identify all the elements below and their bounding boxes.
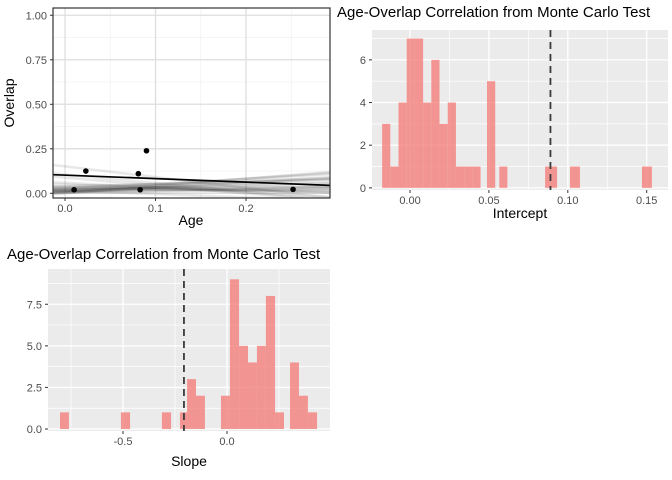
monte-carlo-line [53, 188, 298, 198]
intercept-plot-title: Age-Overlap Correlation from Monte Carlo… [337, 4, 651, 21]
monte-carlo-line [53, 177, 330, 192]
y-tick-label: 5.0 [27, 341, 42, 353]
monte-carlo-line [53, 182, 330, 194]
histogram-bar [414, 38, 424, 188]
monte-carlo-line [53, 170, 330, 196]
histogram-bar [439, 123, 448, 188]
scatter-point [135, 170, 142, 177]
y-tick-label: 6 [360, 55, 366, 67]
slope-histogram-svg: -0.5 0.0 0.0 2.5 5.0 7.5 Age-Overlap Correlat… [7, 246, 330, 469]
scatter-y-axis-title: Overlap [1, 78, 17, 127]
monte-carlo-line [53, 178, 330, 188]
histogram-bar [59, 412, 69, 430]
histogram-bar [275, 412, 284, 430]
histogram-bar [447, 102, 456, 188]
histogram-bar [499, 166, 508, 188]
histogram-bar [570, 166, 580, 188]
x-tick-label: 0.2 [238, 203, 253, 215]
y-tick-label: 1.00 [26, 10, 47, 22]
y-tick-label: 4 [360, 98, 366, 110]
x-tick-label: 0.0 [57, 203, 72, 215]
histogram-bar [431, 59, 440, 188]
monte-carlo-line [53, 185, 330, 194]
slope-x-axis-title: Slope [171, 453, 207, 469]
x-tick-label: 0.00 [399, 195, 420, 207]
y-tick-label: 0.0 [27, 424, 42, 436]
x-tick-label: 0.0 [219, 436, 234, 448]
histogram-bar [187, 379, 197, 430]
histogram-bar [298, 395, 308, 430]
histogram-bar [196, 395, 205, 430]
histogram-bar [239, 345, 249, 430]
slope-plot-title: Age-Overlap Correlation from Monte Carlo… [7, 246, 321, 263]
x-tick-label: -0.5 [114, 436, 133, 448]
monte-carlo-line [53, 187, 330, 192]
y-tick-label: 2.5 [27, 382, 42, 394]
histogram-bar [256, 345, 266, 430]
scatter-point [290, 186, 296, 193]
histogram-bar [307, 412, 318, 430]
monte-carlo-line [53, 188, 330, 194]
histogram-bar [229, 279, 240, 430]
monte-carlo-line [53, 186, 330, 194]
y-tick-label: 2 [360, 140, 366, 152]
histogram-bar [641, 166, 652, 188]
x-tick-label: 0.05 [478, 195, 499, 207]
monte-carlo-line [53, 172, 330, 191]
histogram-bar [248, 362, 257, 430]
histogram-bar [382, 123, 391, 188]
monte-carlo-line [53, 175, 312, 198]
panel-background [53, 8, 330, 198]
histogram-bar [472, 166, 481, 188]
y-tick-label: 0.50 [26, 99, 47, 111]
histogram-bar [179, 412, 188, 430]
monte-carlo-line [53, 176, 330, 190]
scatter-plot: 0.0 0.1 0.2 0.00 0.25 0.50 0.75 1.00 Age Overla… [0, 0, 336, 235]
x-tick-label: 0.10 [557, 195, 578, 207]
intercept-histogram-svg: 0.00 0.05 0.10 0.15 0 2 4 6 Age-Overlap Correla… [337, 4, 668, 221]
y-tick-label: 0 [360, 183, 366, 195]
monte-carlo-line [53, 178, 330, 194]
slope-histogram: -0.5 0.0 0.0 2.5 5.0 7.5 Age-Overlap Correlat… [0, 240, 360, 480]
monte-carlo-line [53, 163, 330, 198]
y-tick-label: 0.00 [26, 188, 47, 200]
y-tick-label: 0.75 [26, 55, 47, 67]
y-tick-label: 7.5 [27, 299, 42, 311]
scatter-svg: 0.0 0.1 0.2 0.00 0.25 0.50 0.75 1.00 Age Overla… [1, 7, 331, 228]
fit-line [53, 173, 330, 187]
histogram-bar [220, 395, 230, 430]
panel-border [52, 7, 331, 199]
x-tick-label: 0.1 [148, 203, 163, 215]
histogram-bar [398, 102, 407, 188]
histogram-bar [120, 412, 131, 430]
histogram-bar [423, 102, 432, 188]
y-tick-label: 0.25 [26, 144, 47, 156]
monte-carlo-line [53, 175, 330, 195]
histogram-bar [161, 412, 172, 430]
scatter-x-axis-title: Age [179, 212, 204, 228]
intercept-histogram: 0.00 0.05 0.10 0.15 0 2 4 6 Age-Overlap Correla… [336, 0, 672, 230]
monte-carlo-line [53, 185, 330, 190]
histogram-bar [406, 38, 415, 188]
intercept-x-axis-title: Intercept [493, 205, 548, 221]
monte-carlo-line [53, 185, 330, 192]
monte-carlo-line [53, 187, 330, 193]
scatter-point [137, 186, 143, 193]
lines-layer [53, 163, 330, 198]
x-tick-label: 0.15 [636, 195, 657, 207]
histogram-bar [455, 166, 465, 188]
scatter-point [71, 186, 77, 193]
monte-carlo-line [53, 180, 330, 198]
monte-carlo-line [53, 171, 324, 198]
histogram-bar [390, 166, 399, 188]
histogram-bar [487, 81, 496, 188]
monte-carlo-line [53, 171, 330, 194]
monte-carlo-line [53, 185, 330, 194]
histogram-bar [265, 295, 276, 430]
scatter-point [83, 168, 89, 174]
scatter-point [143, 147, 150, 154]
histogram-bar [464, 166, 473, 188]
histogram-bar [290, 362, 299, 430]
